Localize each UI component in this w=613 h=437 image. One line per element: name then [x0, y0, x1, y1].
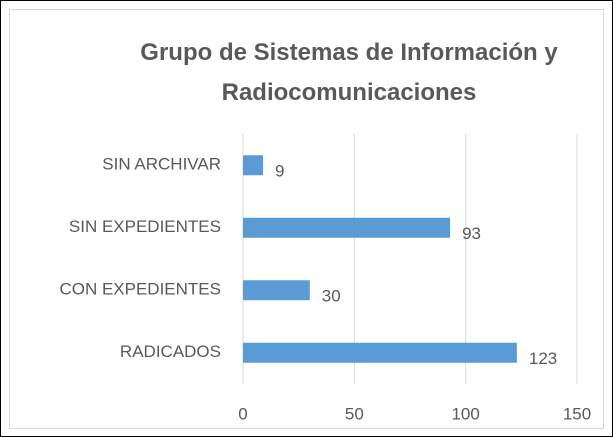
value-label: 93: [462, 224, 481, 243]
value-label: 30: [322, 287, 341, 306]
x-tick-label: 50: [345, 404, 364, 423]
x-tick-label: 0: [238, 404, 247, 423]
value-label: 123: [529, 349, 557, 368]
x-tick-label: 150: [563, 404, 591, 423]
bar: [243, 280, 310, 301]
bar: [243, 342, 517, 363]
bar: [243, 217, 451, 238]
y-tick-label: RADICADOS: [120, 342, 221, 361]
y-tick-label: SIN EXPEDIENTES: [69, 217, 221, 236]
chart-title: Grupo de Sistemas de Información y Radio…: [140, 39, 558, 106]
x-tick-label: 100: [451, 404, 479, 423]
y-tick-label: SIN ARCHIVAR: [102, 155, 221, 174]
chart-frame: [9, 9, 604, 429]
y-tick-label: CON EXPEDIENTES: [59, 280, 221, 299]
value-label: 9: [275, 162, 284, 181]
bar: [243, 155, 264, 176]
